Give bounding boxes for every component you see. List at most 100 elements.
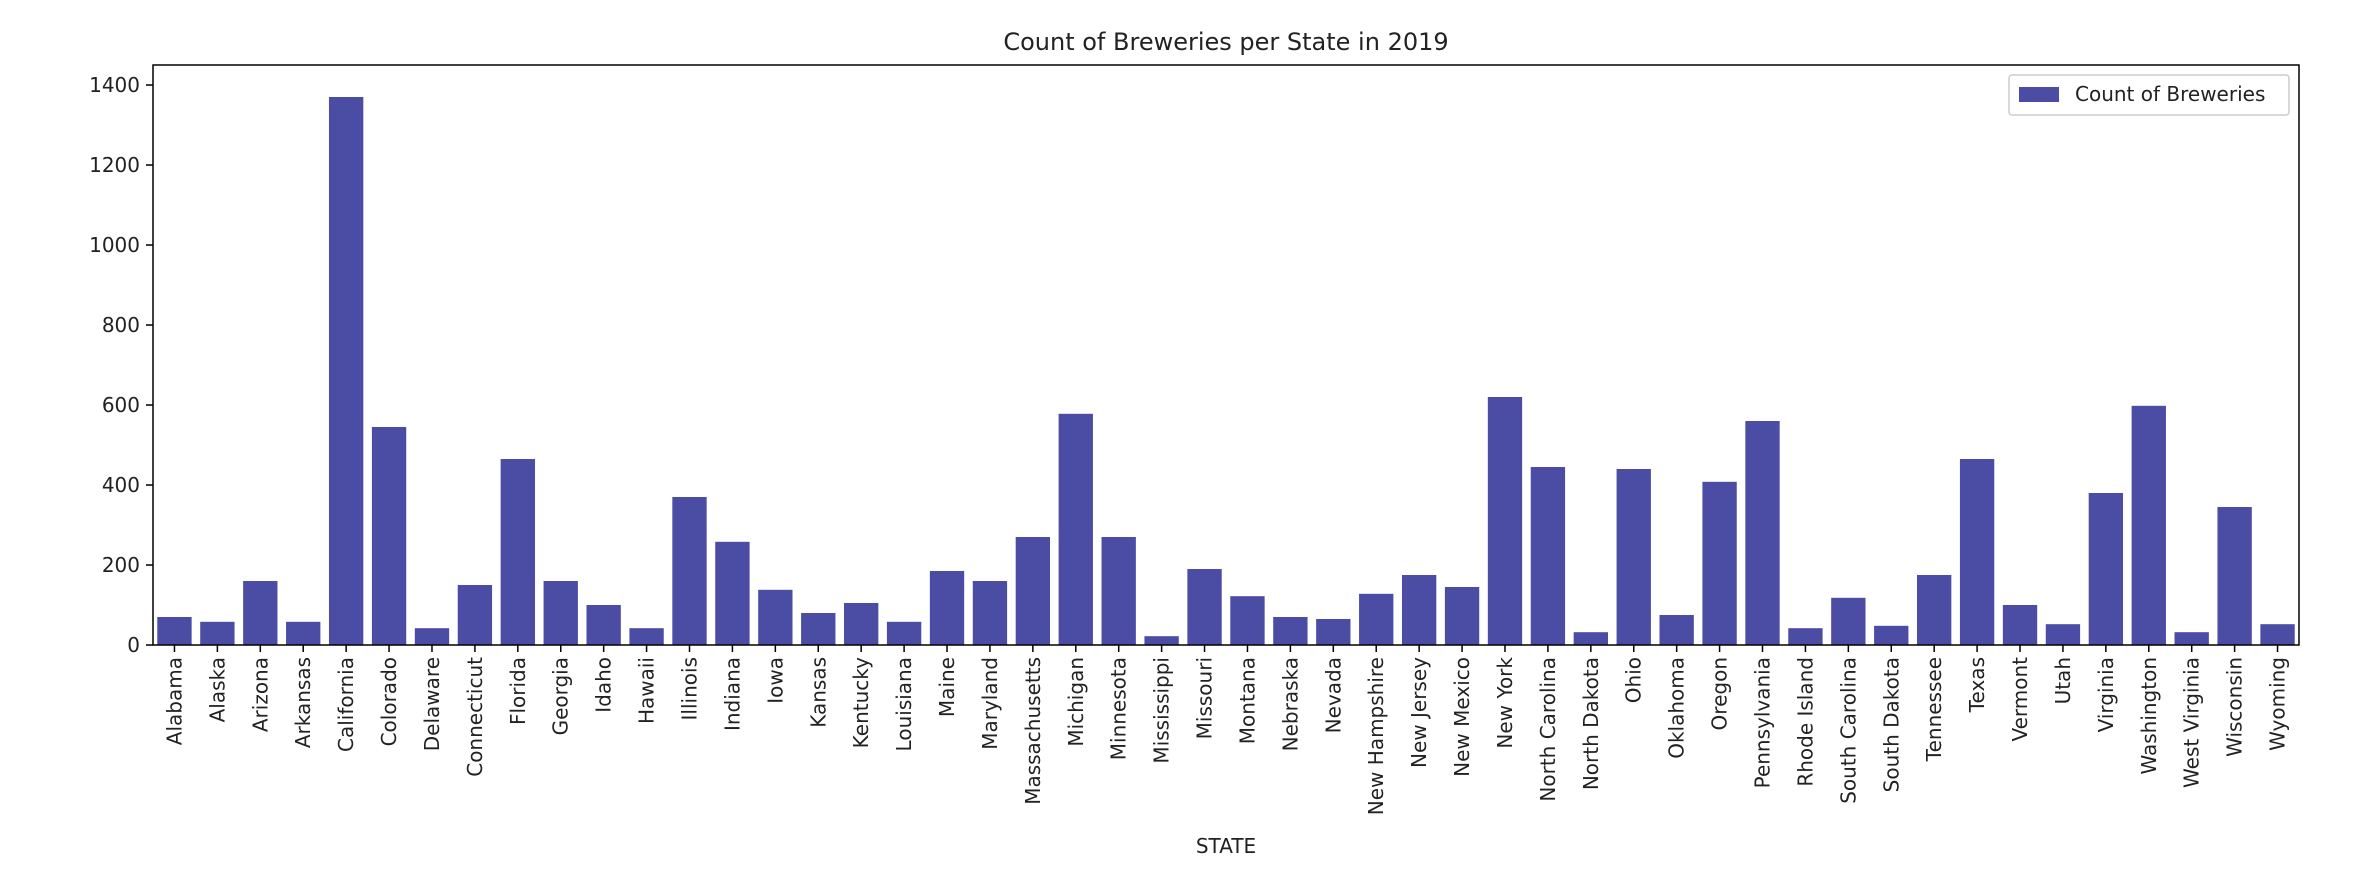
x-tick-label: Maryland <box>978 657 1002 750</box>
bar-louisiana <box>886 621 922 645</box>
x-tick-label: Rhode Island <box>1793 657 1817 787</box>
bar-texas <box>1959 459 1995 645</box>
x-tick-label: Massachusetts <box>1021 657 1045 805</box>
y-tick-label: 1000 <box>89 233 140 257</box>
bar-rhode-island <box>1788 628 1823 645</box>
x-axis: Alabama Alaska Arizona Arkansas California Co… <box>162 645 2290 815</box>
x-tick-label: New Jersey <box>1407 657 1431 768</box>
x-tick-label: Louisiana <box>892 657 916 751</box>
x-tick-label: New Mexico <box>1450 657 1474 777</box>
bar-tennessee <box>1917 575 1952 645</box>
x-axis-title: STATE <box>1196 834 1256 858</box>
bar-georgia <box>543 581 578 645</box>
x-tick-label: Washington <box>2137 657 2161 775</box>
y-tick-label: 800 <box>102 313 140 337</box>
bar-wyoming <box>2260 624 2295 645</box>
bar-south-dakota <box>1874 625 1909 645</box>
x-tick-label: Nevada <box>1321 657 1345 733</box>
bar-alabama <box>157 617 192 645</box>
x-tick-label: New Hampshire <box>1364 657 1388 815</box>
x-tick-label: Ohio <box>1622 657 1646 703</box>
bar-illinois <box>672 497 707 645</box>
chart-title: Count of Breweries per State in 2019 <box>1003 28 1448 56</box>
bar-oregon <box>1702 481 1737 645</box>
y-axis: 0 200 400 600 800 1000 1200 1400 <box>89 73 153 657</box>
x-tick-label: Kentucky <box>849 657 873 748</box>
bar-new-mexico <box>1444 587 1480 645</box>
legend-swatch <box>2019 87 2059 102</box>
x-tick-label: Oregon <box>1708 657 1732 730</box>
x-tick-label: Alaska <box>205 657 229 722</box>
x-tick-label: Utah <box>2051 657 2075 704</box>
bar-vermont <box>2002 605 2038 645</box>
x-tick-label: California <box>334 657 358 752</box>
bar-nevada <box>1316 619 1351 645</box>
bars-layer <box>157 97 2295 645</box>
x-tick-label: Missouri <box>1193 657 1217 739</box>
bar-idaho <box>586 605 621 645</box>
y-tick-label: 200 <box>102 553 140 577</box>
x-tick-label: West Virginia <box>2180 657 2204 788</box>
bar-maine <box>929 571 965 645</box>
bar-ohio <box>1616 469 1651 645</box>
bar-new-hampshire <box>1359 593 1394 645</box>
x-tick-label: Alabama <box>162 657 186 745</box>
bar-new-york <box>1487 397 1523 645</box>
bar-arkansas <box>286 621 321 645</box>
bar-indiana <box>715 541 750 645</box>
x-tick-label: Maine <box>935 657 959 717</box>
bar-north-dakota <box>1573 632 1608 645</box>
bar-new-jersey <box>1401 575 1437 645</box>
x-tick-label: South Dakota <box>1879 657 1903 792</box>
bar-mississippi <box>1144 636 1179 645</box>
x-tick-label: Florida <box>506 657 530 725</box>
bar-utah <box>2045 624 2081 645</box>
x-tick-label: Nebraska <box>1278 657 1302 751</box>
x-tick-label: Pennsylvania <box>1751 657 1775 788</box>
bar-minnesota <box>1101 537 1136 645</box>
y-tick-label: 1200 <box>89 153 140 177</box>
legend: Count of Breweries <box>2008 74 2290 116</box>
bar-oklahoma <box>1659 615 1694 645</box>
y-tick-label: 0 <box>127 633 140 657</box>
x-tick-label: South Carolina <box>1836 657 1860 804</box>
x-tick-label: Michigan <box>1064 657 1088 747</box>
x-tick-label: Montana <box>1235 657 1259 744</box>
x-tick-label: North Dakota <box>1579 657 1603 790</box>
bar-california <box>328 97 364 645</box>
bar-nebraska <box>1273 617 1308 645</box>
bar-missouri <box>1187 569 1222 645</box>
x-tick-label: Colorado <box>377 657 401 746</box>
y-tick-label: 400 <box>102 473 140 497</box>
bar-delaware <box>414 628 450 645</box>
x-tick-label: Oklahoma <box>1665 657 1689 759</box>
bar-michigan <box>1058 413 1093 645</box>
bar-hawaii <box>629 628 664 645</box>
x-tick-label: Mississippi <box>1150 657 1174 764</box>
bar-florida <box>500 459 535 645</box>
x-tick-label: Vermont <box>2008 657 2032 742</box>
bar-arizona <box>243 581 278 645</box>
bar-maryland <box>972 581 1008 645</box>
x-tick-label: Arizona <box>248 657 272 732</box>
x-tick-label: Minnesota <box>1107 657 1131 760</box>
x-tick-label: Wisconsin <box>2223 657 2247 757</box>
bar-washington <box>2131 405 2166 645</box>
bar-north-carolina <box>1530 467 1566 645</box>
plot-frame <box>152 64 2300 646</box>
y-tick-label: 600 <box>102 393 140 417</box>
bar-virginia <box>2088 493 2124 645</box>
x-tick-label: Virginia <box>2094 657 2118 732</box>
bar-iowa <box>758 589 793 645</box>
legend-box <box>2008 74 2290 116</box>
x-tick-label: New York <box>1493 657 1517 749</box>
bar-kansas <box>801 613 836 645</box>
x-tick-label: Georgia <box>549 657 573 735</box>
x-tick-label: Connecticut <box>463 657 487 777</box>
x-tick-label: Kansas <box>806 657 830 728</box>
x-tick-label: Idaho <box>592 657 616 713</box>
x-tick-label: North Carolina <box>1536 657 1560 802</box>
bar-alaska <box>200 621 235 645</box>
x-tick-label: Wyoming <box>2266 657 2290 751</box>
